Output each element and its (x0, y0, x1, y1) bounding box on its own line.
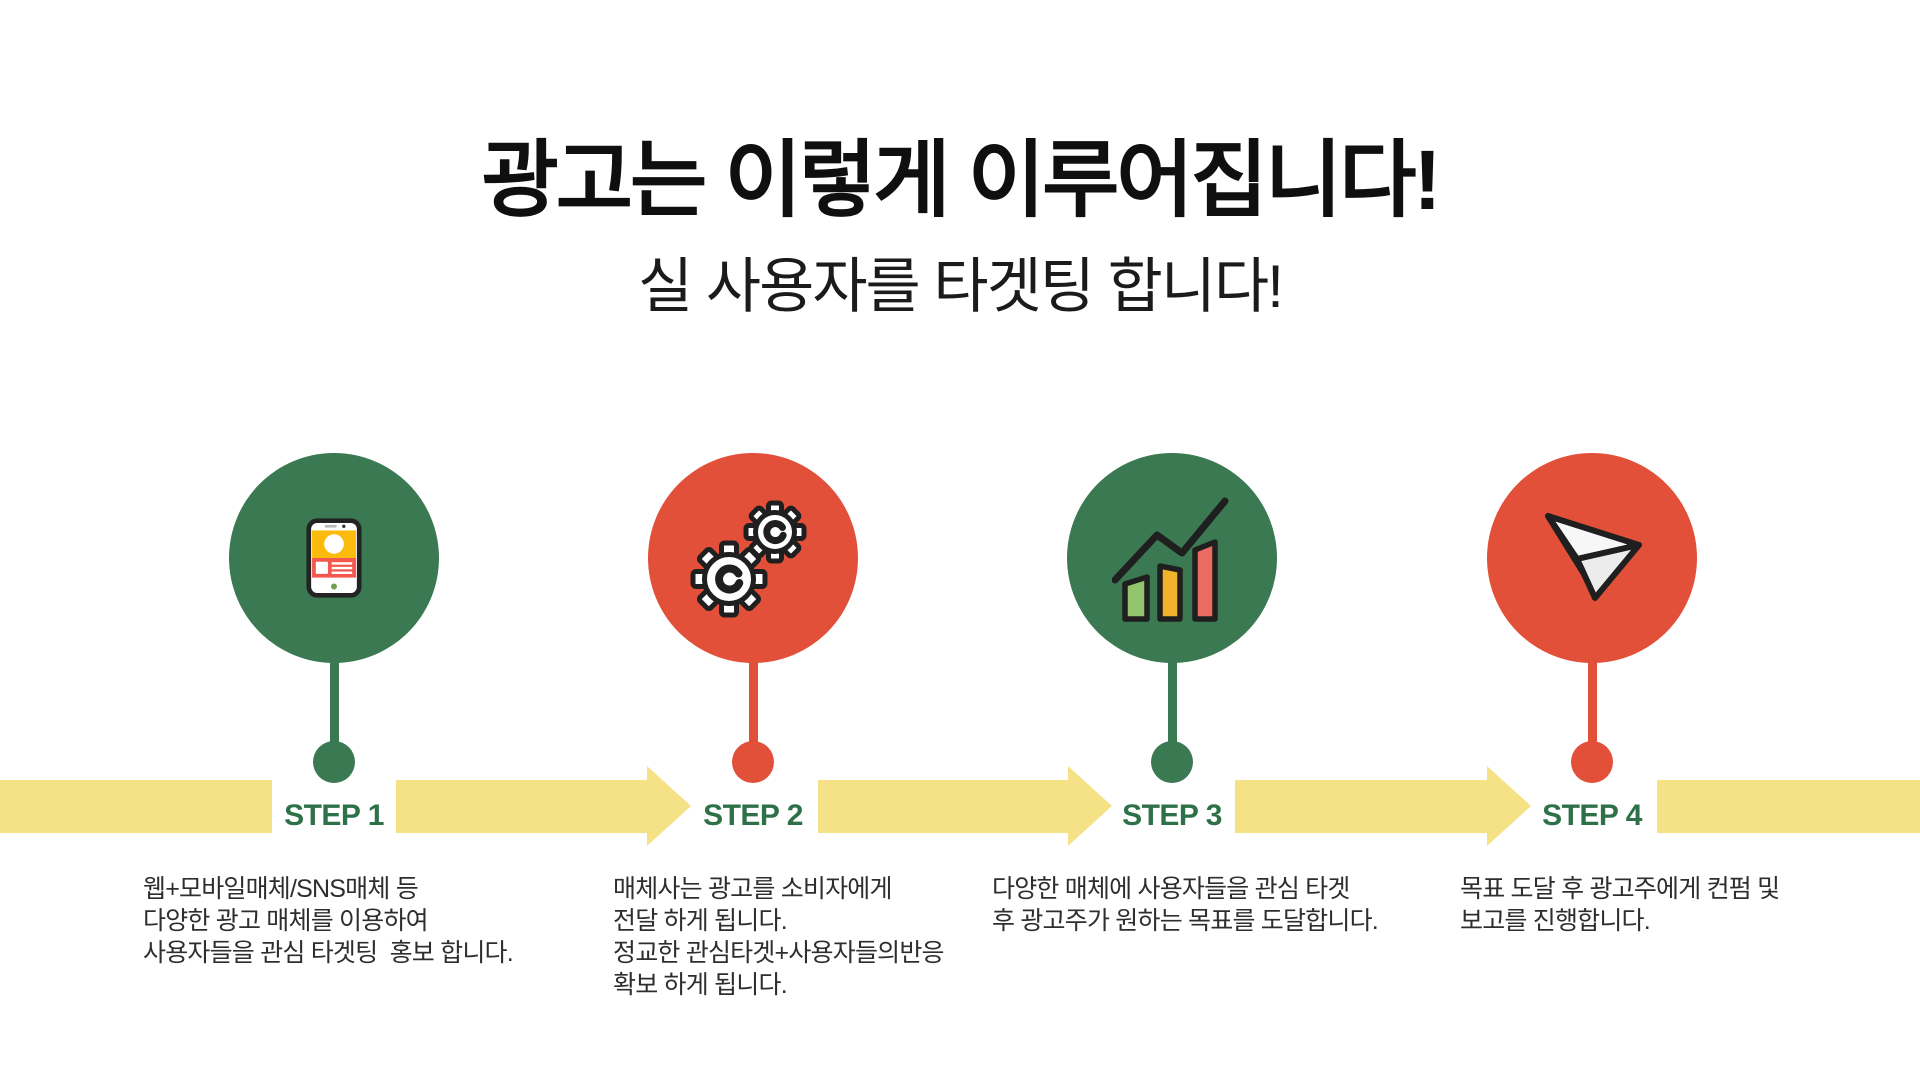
step3-description: 다양한 매체에 사용자들을 관심 타겟 후 광고주가 원하는 목표를 도달합니다… (992, 873, 1379, 937)
step2-label: STEP 2 (703, 799, 803, 832)
bar-chart-icon (1112, 497, 1229, 622)
description-line: 웹+모바일매체/SNS매체 등 (143, 875, 419, 903)
step2-dot (732, 741, 774, 783)
step2-circle (648, 453, 858, 663)
flow-band-segment (0, 780, 272, 833)
description-line: 다양한 매체에 사용자들을 관심 타겟 (992, 875, 1350, 903)
flow-band-segment (1235, 780, 1487, 833)
paper-plane-icon (1544, 512, 1642, 601)
description-line: 보고를 진행합니다. (1460, 907, 1651, 935)
smartphone-icon (306, 518, 362, 598)
flow-band-segment (1657, 780, 1920, 833)
step2-connector (749, 650, 758, 745)
step4-connector (1588, 650, 1597, 745)
step1-circle (229, 453, 439, 663)
page-title: 광고는 이렇게 이루어집니다! (481, 133, 1441, 227)
step4-circle (1487, 453, 1697, 663)
flow-arrow-icon (1487, 766, 1531, 846)
step3-dot (1151, 741, 1193, 783)
page-subtitle: 실 사용자를 타겟팅 합니다! (638, 253, 1284, 320)
description-line: 정교한 관심타겟+사용자들의반응 (613, 939, 945, 967)
flow-band-segment (818, 780, 1068, 833)
description-line: 확보 하게 됩니다. (613, 971, 788, 999)
step1-connector (330, 650, 339, 745)
gears-icon (690, 500, 806, 617)
description-line: 다양한 광고 매체를 이용하여 (143, 907, 429, 935)
step4-dot (1571, 741, 1613, 783)
step1-dot (313, 741, 355, 783)
step3-circle (1067, 453, 1277, 663)
description-line: 후 광고주가 원하는 목표를 도달합니다. (992, 907, 1379, 935)
step1-description: 웹+모바일매체/SNS매체 등 다양한 광고 매체를 이용하여 사용자들을 관심… (143, 873, 514, 969)
description-line: 목표 도달 후 광고주에게 컨펌 및 (1460, 875, 1780, 903)
description-line: 매체사는 광고를 소비자에게 (613, 875, 893, 903)
step4-label: STEP 4 (1542, 799, 1642, 832)
step4-description: 목표 도달 후 광고주에게 컨펌 및 보고를 진행합니다. (1460, 873, 1780, 937)
flow-band-segment (396, 780, 647, 833)
step3-connector (1168, 650, 1177, 745)
step1-label: STEP 1 (284, 799, 384, 832)
step3-label: STEP 3 (1122, 799, 1222, 832)
flow-arrow-icon (647, 766, 691, 846)
step2-description: 매체사는 광고를 소비자에게 전달 하게 됩니다. 정교한 관심타겟+사용자들의… (613, 873, 945, 1001)
description-line: 전달 하게 됩니다. (613, 907, 788, 935)
flow-arrow-icon (1068, 766, 1112, 846)
description-line: 사용자들을 관심 타겟팅 홍보 합니다. (143, 939, 514, 967)
